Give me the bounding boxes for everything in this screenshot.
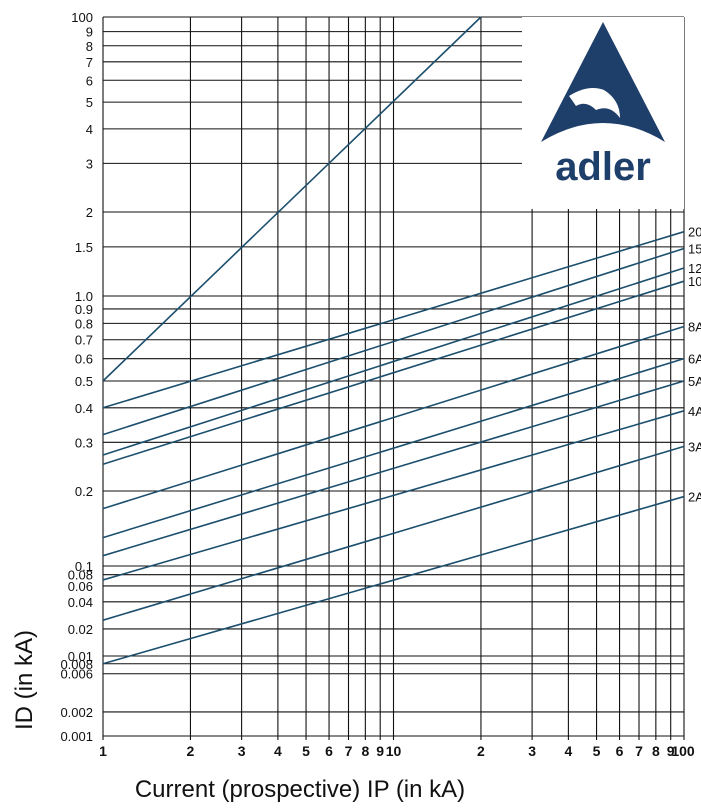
y-tick-label: 0.9 [75, 302, 93, 317]
logo-mark-icon [541, 22, 665, 142]
y-tick-label: 0.002 [60, 705, 93, 720]
y-tick-label: 0.008 [60, 657, 93, 672]
reference-line [102, 16, 482, 382]
x-tick-label: 4 [274, 743, 282, 759]
y-tick-label: 2 [86, 205, 93, 220]
x-tick-label: 6 [325, 743, 333, 759]
series-label: 8A [688, 319, 701, 334]
y-tick-label: 9 [86, 25, 93, 40]
y-tick-label: 0.06 [68, 579, 93, 594]
series-line-3A [102, 445, 685, 621]
series-label: 10 [688, 274, 701, 289]
x-tick-label: 100 [671, 743, 695, 759]
y-tick-label: 0.7 [75, 333, 93, 348]
y-tick-label: 0.006 [60, 667, 93, 682]
x-tick-label: 9 [667, 743, 675, 759]
x-tick-label: 3 [528, 743, 536, 759]
y-tick-label: 6 [86, 73, 93, 88]
x-tick-label: 2 [477, 743, 485, 759]
series-label: 5A [688, 374, 701, 389]
logo: adler [522, 17, 684, 209]
eagle-icon [569, 88, 620, 118]
y-tick-label: 1.5 [75, 240, 93, 255]
y-axis-title: ID (in kA) [11, 630, 38, 730]
x-tick-label: 1 [99, 743, 107, 759]
y-tick-label: 4 [86, 122, 93, 137]
y-tick-label: 0.02 [68, 622, 93, 637]
series-label: 20 [688, 225, 701, 240]
series-label: 3A [688, 439, 701, 454]
x-tick-label: 4 [565, 743, 573, 759]
logo-text: adler [555, 145, 651, 189]
x-tick-label: 9 [376, 743, 384, 759]
x-tick-label: 10 [386, 743, 402, 759]
x-tick-label: 8 [361, 743, 369, 759]
x-tick-label: 7 [635, 743, 643, 759]
x-tick-label: 7 [345, 743, 353, 759]
series-label: 2A [688, 490, 701, 505]
y-tick-label: 0.001 [60, 729, 93, 744]
series-line-5A [102, 380, 685, 557]
y-tick-label: 7 [86, 55, 93, 70]
x-tick-label: 2 [187, 743, 195, 759]
x-tick-label: 5 [302, 743, 310, 759]
y-tick-label: 0.3 [75, 435, 93, 450]
series-label: 6A [688, 352, 701, 367]
y-tick-label: 1.0 [75, 289, 93, 304]
y-tick-label: 100 [71, 10, 93, 25]
x-tick-label: 8 [652, 743, 660, 759]
curves [102, 16, 685, 665]
y-tick-label: 0.8 [75, 316, 93, 331]
y-tick-label: 0.6 [75, 352, 93, 367]
y-tick-label: 0.01 [68, 649, 93, 664]
series-label: 4A [688, 404, 701, 419]
y-tick-label: 0.2 [75, 484, 93, 499]
y-tick-label: 0.4 [75, 401, 93, 416]
y-tick-label: 5 [86, 95, 93, 110]
y-tick-label: 0.5 [75, 374, 93, 389]
series-line-2A [102, 495, 685, 665]
series-line-8A [102, 325, 685, 510]
y-tick-label: 0.1 [75, 559, 93, 574]
x-tick-label: 3 [238, 743, 246, 759]
y-tick-label: 3 [86, 156, 93, 171]
series-line-4A [102, 410, 685, 581]
y-tick-label: 0.04 [68, 595, 93, 610]
series-line-10 [102, 280, 685, 465]
x-tick-label: 6 [616, 743, 624, 759]
series-label: 15 [688, 241, 701, 256]
x-axis-title: Current (prospective) IP (in kA) [135, 776, 465, 803]
series-line-15 [102, 247, 685, 436]
x-tick-label: 5 [593, 743, 601, 759]
y-tick-label: 8 [86, 39, 93, 54]
series-line-12 [102, 267, 685, 456]
series-line-20 [102, 230, 685, 409]
y-tick-label: 0.08 [68, 568, 93, 583]
series-label: 12 [688, 261, 701, 276]
series-line-6A [102, 357, 685, 539]
